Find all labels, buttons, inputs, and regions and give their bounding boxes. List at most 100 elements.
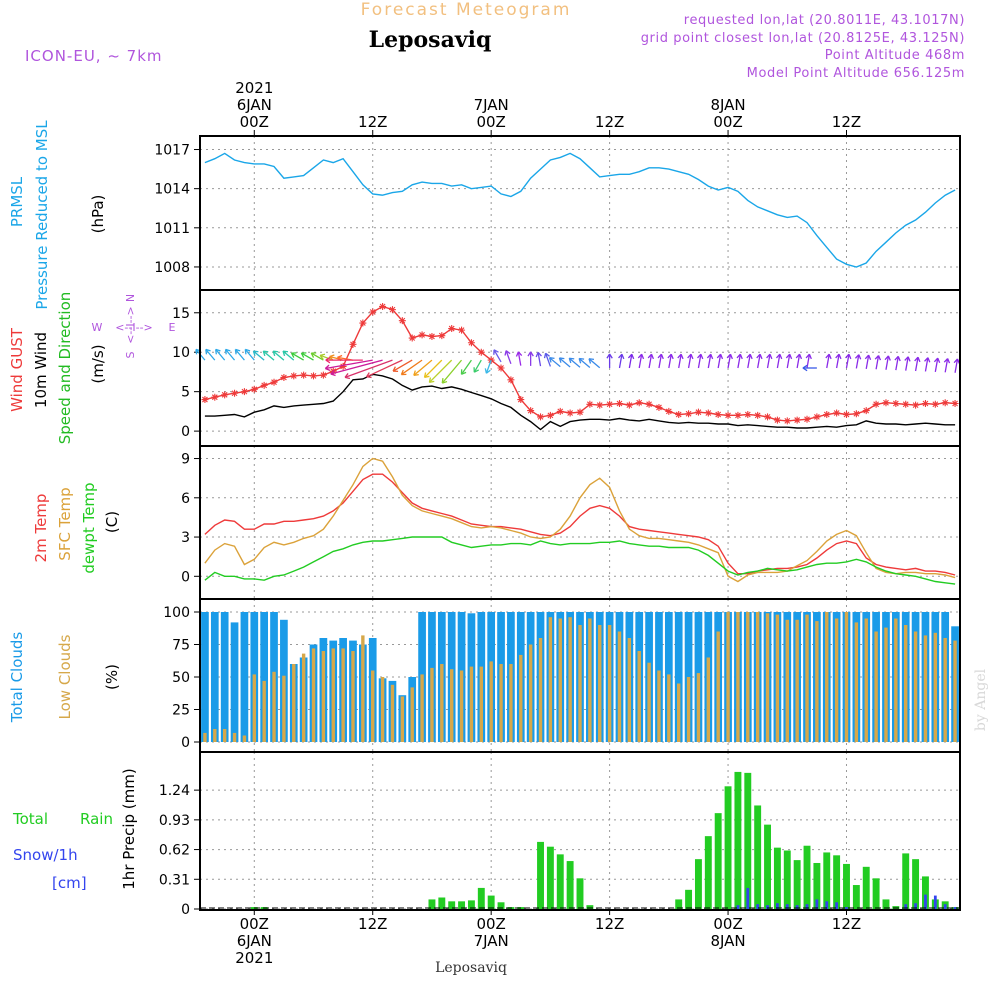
wind-direction-arrow xyxy=(517,351,522,366)
wind-arrow-head xyxy=(344,373,351,380)
wind-arrow-head xyxy=(864,354,872,360)
wind-direction-arrow xyxy=(835,354,840,369)
gust-marker xyxy=(872,400,880,408)
wind-arrow-head xyxy=(392,366,399,373)
requested-coordinates: requested lon,lat (20.8011E, 43.1017N) xyxy=(684,13,965,28)
total-cloud-bar xyxy=(240,612,249,742)
snow-bar xyxy=(825,901,829,909)
gust-marker xyxy=(369,308,377,316)
gust-marker xyxy=(527,407,535,415)
wind-arrow-head xyxy=(854,354,862,360)
low-cloud-bar xyxy=(667,674,671,742)
low-cloud-bar xyxy=(834,618,839,742)
gust-marker xyxy=(231,389,239,397)
gust-marker xyxy=(379,302,387,310)
wind-direction-arrow xyxy=(855,354,860,369)
prmsl-label: PRMSL xyxy=(8,176,26,227)
gust-marker xyxy=(487,356,495,364)
low-cloud-bar xyxy=(430,667,434,742)
gust-marker xyxy=(458,326,466,334)
gust-marker xyxy=(694,408,702,416)
rain-bar xyxy=(704,836,712,909)
gust-marker xyxy=(892,400,900,407)
top-time-tick-label: 8JAN xyxy=(710,96,745,114)
wind-arrow-head xyxy=(697,353,704,360)
low-cloud-bar xyxy=(677,683,681,742)
gust-marker xyxy=(300,371,308,379)
clouds-ytick-label: 25 xyxy=(172,703,190,719)
gust-marker xyxy=(645,400,653,408)
pressure-line xyxy=(204,152,956,268)
wind-arrow-head xyxy=(874,355,882,361)
low-cloud-bar xyxy=(874,631,878,742)
wind-arrow-head xyxy=(272,350,279,357)
wind-direction-arrow xyxy=(757,354,761,369)
gust-marker xyxy=(685,410,693,418)
pressure-ytick-label: 1011 xyxy=(154,221,190,237)
snow-bar xyxy=(756,904,760,909)
wind-direction-arrow xyxy=(558,357,571,368)
rain-bar xyxy=(458,901,466,909)
low-cloud-bar xyxy=(301,653,306,742)
precip-panel: 0 0.31 0.62 0.93 1.24 xyxy=(159,751,961,918)
wind-direction-arrow xyxy=(826,354,830,369)
gust-marker xyxy=(467,339,475,347)
wind-arrow-head xyxy=(319,353,326,360)
total-cloud-bar xyxy=(230,622,239,742)
bottom-time-tick-label: 00Z xyxy=(240,915,269,933)
wind-direction-arrow xyxy=(924,357,929,372)
top-time-tick-label: 12Z xyxy=(832,113,861,131)
gust-marker xyxy=(517,396,525,404)
wind-arrow-head xyxy=(687,353,694,360)
bottom-time-tick-label: 12Z xyxy=(595,915,624,933)
low-cloud-bar xyxy=(479,666,483,742)
rain-bar xyxy=(487,895,495,909)
wind-arrow-head xyxy=(330,369,336,377)
2m-temp-line xyxy=(204,473,956,576)
wind-arrow-head xyxy=(366,372,372,379)
low-cloud-bar xyxy=(775,614,780,742)
low-cloud-bar xyxy=(706,657,711,742)
gust-marker xyxy=(339,362,347,370)
location-title: Leposaviq xyxy=(369,27,492,53)
snow-bar xyxy=(746,887,750,909)
low-cloud-bar xyxy=(311,648,316,742)
low-cloud-bar xyxy=(351,651,355,742)
wind-arrow-head xyxy=(262,350,269,357)
rain-bar xyxy=(764,824,771,909)
wind-gust-label: Wind GUST xyxy=(8,327,26,412)
pressure-ytick-label: 1014 xyxy=(154,182,190,198)
rain-bar xyxy=(862,866,870,909)
low-cloud-bar xyxy=(943,638,947,742)
temperature-panel: 0 3 6 9 xyxy=(181,445,961,600)
temperature-ytick-label: 9 xyxy=(181,452,190,468)
compass-west: W xyxy=(92,321,103,334)
low-cloud-bar xyxy=(262,680,266,742)
wind-direction-arrow xyxy=(628,354,633,369)
low-cloud-bar xyxy=(657,670,661,742)
wind-panel: 0 5 10 15 xyxy=(172,289,961,447)
wind-direction-arrow xyxy=(697,354,702,369)
wind-direction-arrow xyxy=(310,352,324,361)
top-time-tick-label: 12Z xyxy=(358,113,387,131)
rain-bar xyxy=(872,878,880,909)
wind-ytick-label: 15 xyxy=(172,306,190,322)
gust-marker xyxy=(260,381,268,389)
low-cloud-bar xyxy=(538,638,543,742)
wind-direction-arrow xyxy=(668,354,672,369)
rain-bar xyxy=(497,902,505,909)
low-cloud-bar xyxy=(282,675,286,742)
wind-direction-arrow xyxy=(914,357,919,372)
rain-label: Rain xyxy=(80,810,113,828)
gust-marker xyxy=(675,411,683,419)
gust-marker xyxy=(902,400,910,408)
wind-arrow-head xyxy=(924,357,931,363)
low-cloud-bar xyxy=(410,687,414,742)
precip-ytick-label: 0.62 xyxy=(159,843,190,859)
wind-direction-arrow xyxy=(205,348,216,361)
top-time-tick-label: 7JAN xyxy=(474,96,509,114)
rain-bar xyxy=(428,899,436,909)
rain-bar xyxy=(576,878,584,909)
low-cloud-bar xyxy=(509,664,513,742)
